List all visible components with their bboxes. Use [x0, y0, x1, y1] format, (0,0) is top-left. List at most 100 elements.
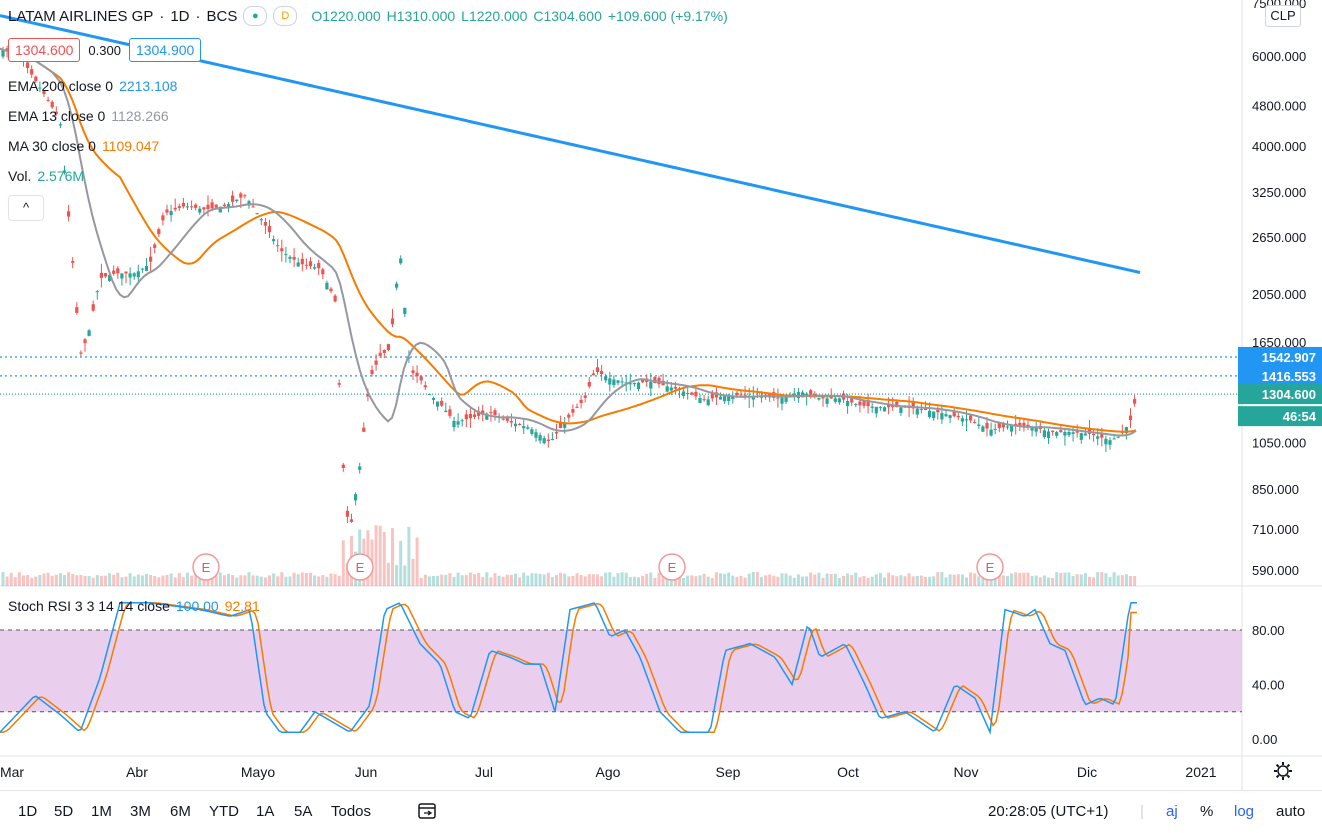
legend-ema200[interactable]: EMA 200 close 0 2213.108: [8, 78, 177, 94]
interval[interactable]: 1D: [170, 7, 190, 25]
volume-bar: [981, 573, 985, 586]
volume-bar: [616, 573, 620, 586]
volume-bar: [186, 572, 189, 586]
candle-body: [202, 207, 206, 210]
earnings-marker[interactable]: E: [976, 553, 1004, 581]
volume-bar: [842, 575, 845, 586]
range-button-5d[interactable]: 5D: [54, 803, 74, 820]
range-button-1a[interactable]: 1A: [256, 803, 275, 820]
symbol-name[interactable]: LATAM AIRLINES GP: [8, 7, 154, 25]
volume-bar: [686, 575, 690, 586]
volume-bar: [1133, 576, 1137, 586]
delay-badge[interactable]: D: [273, 6, 298, 26]
price-tag[interactable]: 1304.600: [1238, 384, 1322, 405]
volume-bar: [99, 575, 103, 586]
volume-bar: [382, 531, 386, 586]
stoch-legend[interactable]: Stoch RSI 3 3 14 14 close 100.00 92.81: [8, 598, 260, 614]
candle-body: [632, 382, 636, 385]
time-axis-label: Dic: [1077, 764, 1097, 780]
price-tick-label: 710.000: [1252, 522, 1299, 537]
earnings-label: E: [356, 560, 365, 575]
range-button-1d[interactable]: 1D: [18, 803, 38, 820]
chart-svg[interactable]: 6000.000 4800.000 4000.000 3250.000 2650.000…: [0, 0, 1322, 790]
range-button-1m[interactable]: 1M: [91, 803, 112, 820]
candle-body: [1092, 433, 1096, 436]
volume-bar: [534, 573, 538, 586]
volume-bar: [391, 528, 394, 586]
earnings-marker[interactable]: E: [192, 553, 220, 581]
candle-body: [263, 222, 267, 226]
legend-volume[interactable]: Vol. 2.576M: [8, 168, 84, 184]
range-button-3m[interactable]: 3M: [130, 803, 151, 820]
volume-bar: [936, 572, 940, 586]
legend-ma30[interactable]: MA 30 close 0 1109.047: [8, 138, 159, 154]
candle-body: [34, 76, 38, 82]
adjust-toggle[interactable]: aj: [1166, 803, 1178, 820]
candle-body: [784, 396, 788, 402]
candle-body: [226, 204, 231, 209]
volume-bar: [657, 572, 661, 586]
earnings-marker[interactable]: E: [346, 553, 374, 581]
candle-body: [243, 195, 247, 197]
clock-time[interactable]: 20:28:05 (UTC+1): [988, 803, 1109, 820]
percent-toggle[interactable]: %: [1200, 803, 1214, 820]
chart-header: LATAM AIRLINES GP · 1D · BCS ● D O1220.0…: [8, 6, 734, 26]
candle-body: [739, 394, 743, 396]
volume-bar: [792, 577, 796, 586]
compare-range-icon[interactable]: [416, 800, 438, 826]
candle-body: [1046, 431, 1051, 438]
ask-button[interactable]: 1304.900: [128, 38, 202, 62]
candle-body: [977, 424, 981, 426]
volume-bar: [559, 572, 563, 586]
candle-body: [1010, 425, 1014, 432]
volume-bar: [604, 572, 608, 586]
price-tag-label: 1304.600: [1262, 387, 1316, 402]
range-button-todos[interactable]: Todos: [331, 803, 372, 820]
candle-body: [362, 427, 366, 432]
volume-bar: [567, 576, 571, 586]
candle-body: [727, 395, 731, 402]
volume-bar: [321, 575, 325, 586]
log-toggle[interactable]: log: [1234, 803, 1255, 820]
range-button-ytd[interactable]: YTD: [209, 803, 239, 820]
volume-bar: [440, 574, 444, 586]
candle-body: [846, 401, 850, 407]
volume-bar: [259, 576, 263, 586]
price-tag[interactable]: 1416.553: [1238, 365, 1322, 386]
volume-bar: [26, 575, 30, 586]
volume-bar: [112, 574, 116, 586]
volume-bar: [977, 576, 981, 586]
earnings-marker[interactable]: E: [658, 553, 686, 581]
candle-body: [231, 195, 235, 202]
volume-bar: [83, 575, 87, 586]
gear-tooth: [1275, 763, 1280, 768]
candle-body: [477, 411, 481, 416]
legend-label: Vol.: [8, 168, 32, 184]
candle-body: [58, 124, 62, 126]
candle-body: [337, 383, 341, 385]
settings-gear-icon[interactable]: [1274, 762, 1292, 780]
ohlc-close: C1304.600: [533, 8, 602, 24]
candle-body: [87, 330, 91, 336]
volume-bar: [514, 573, 517, 586]
price-tag[interactable]: 1542.907: [1238, 346, 1322, 367]
volume-bar: [878, 573, 882, 586]
volume-bar: [1108, 576, 1112, 586]
candle-body: [550, 439, 554, 441]
candle-body: [407, 357, 411, 359]
candle-body: [1022, 422, 1026, 426]
candle-body: [247, 201, 251, 206]
candle-body: [1083, 433, 1087, 436]
bid-button[interactable]: 1304.600: [8, 38, 81, 62]
range-button-6m[interactable]: 6M: [170, 803, 191, 820]
currency-label[interactable]: CLP: [1265, 5, 1301, 27]
range-button-5a[interactable]: 5A: [294, 803, 313, 820]
auto-toggle[interactable]: auto: [1276, 803, 1306, 820]
market-status-icon[interactable]: ●: [243, 6, 268, 26]
price-tag[interactable]: 46:54: [1238, 406, 1322, 427]
collapse-legend-button[interactable]: ^: [8, 195, 44, 221]
exchange: BCS: [206, 7, 238, 25]
volume-bar: [960, 574, 964, 586]
legend-ema13[interactable]: EMA 13 close 0 1128.266: [8, 108, 169, 124]
